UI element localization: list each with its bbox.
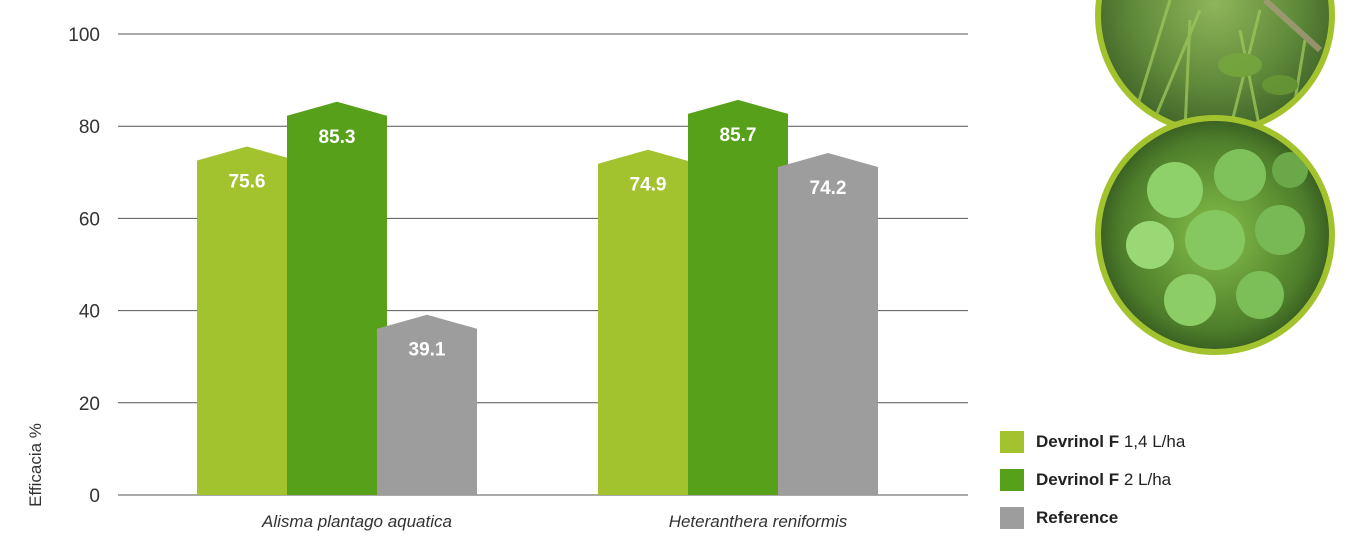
legend-swatch <box>1000 469 1024 491</box>
y-tick-label: 100 <box>68 25 100 46</box>
y-axis-label: Efficacia % <box>26 423 45 507</box>
y-tick-label: 40 <box>79 302 100 323</box>
y-tick-label: 0 <box>89 486 100 507</box>
legend-item: Devrinol F 1,4 L/ha <box>1000 430 1185 454</box>
data-label: 85.3 <box>319 127 356 148</box>
data-label: 74.9 <box>630 175 667 196</box>
bar <box>688 99 788 495</box>
y-axis-ticks: 0 20 40 60 80 100 <box>68 25 100 507</box>
bar <box>197 146 297 495</box>
legend-label: Devrinol F 2 L/ha <box>1036 470 1172 489</box>
weed-photo-top <box>1095 0 1335 135</box>
y-tick-label: 60 <box>79 209 100 230</box>
x-category-label: Heteranthera reniformis <box>669 512 848 531</box>
legend-swatch <box>1000 431 1024 453</box>
legend-label: Reference <box>1036 508 1119 527</box>
x-axis-categories: Alisma plantago aquatica Heteranthera ren… <box>261 512 848 531</box>
y-tick-label: 80 <box>79 117 100 138</box>
data-label: 75.6 <box>229 171 266 192</box>
legend-swatch <box>1000 507 1024 529</box>
y-tick-label: 20 <box>79 394 100 415</box>
weed-photos <box>1095 0 1335 355</box>
data-label: 39.1 <box>409 340 446 361</box>
bar <box>598 149 698 495</box>
data-label: 85.7 <box>720 125 757 146</box>
bars: 75.6 85.3 39.1 74.9 85.7 74.2 <box>197 99 878 496</box>
bar <box>778 152 878 496</box>
legend-item: Devrinol F 2 L/ha <box>1000 468 1185 492</box>
bar <box>377 314 477 495</box>
bar-chart: 0 20 40 60 80 100 75.6 85.3 39.1 74.9 85.7 74.2 Al… <box>26 25 968 531</box>
legend: Devrinol F 1,4 L/ha Devrinol F 2 L/ha Re… <box>1000 430 1185 544</box>
data-label: 74.2 <box>810 178 847 199</box>
bar <box>287 101 387 495</box>
legend-item: Reference <box>1000 506 1185 530</box>
x-category-label: Alisma plantago aquatica <box>261 512 452 531</box>
legend-label: Devrinol F 1,4 L/ha <box>1036 432 1186 451</box>
weed-photo-bottom <box>1095 115 1335 355</box>
